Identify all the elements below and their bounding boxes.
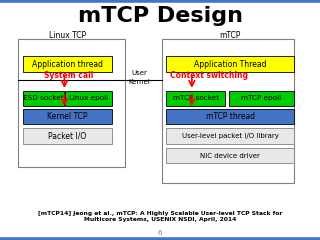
Text: User: User	[131, 71, 147, 77]
Bar	[228, 91, 294, 106]
Text: Kernel: Kernel	[128, 79, 150, 85]
Bar	[18, 39, 125, 167]
Text: User-level packet I/O library: User-level packet I/O library	[182, 133, 278, 139]
Bar	[65, 91, 112, 106]
Text: Linux TCP: Linux TCP	[49, 31, 86, 40]
Text: [mTCP14] Jeong et al., mTCP: A Highly Scalable User-level TCP Stack for
Multicor: [mTCP14] Jeong et al., mTCP: A Highly Sc…	[38, 211, 282, 222]
Text: Application Thread: Application Thread	[194, 60, 266, 69]
Text: 6: 6	[158, 230, 162, 236]
Text: Kernel TCP: Kernel TCP	[47, 112, 88, 121]
Text: Linux epoll: Linux epoll	[69, 95, 108, 101]
Bar	[166, 91, 225, 106]
Point	[16, 78, 20, 81]
Bar	[23, 128, 112, 144]
Bar	[23, 109, 112, 124]
Bar	[162, 39, 294, 183]
Text: mTCP epoll: mTCP epoll	[241, 95, 281, 101]
Text: mTCP thread: mTCP thread	[205, 112, 255, 121]
Bar	[166, 148, 294, 163]
Point	[160, 78, 164, 81]
Bar	[23, 91, 64, 106]
Text: System call: System call	[44, 71, 93, 80]
Bar	[166, 56, 294, 72]
Text: mTCP Design: mTCP Design	[77, 6, 243, 26]
Text: Packet I/O: Packet I/O	[48, 132, 87, 141]
Text: NIC device driver: NIC device driver	[200, 153, 260, 159]
Bar	[23, 56, 112, 72]
Text: Application thread: Application thread	[32, 60, 103, 69]
Text: mTCP: mTCP	[220, 31, 241, 40]
Text: ESD socket: ESD socket	[23, 95, 64, 101]
Bar	[166, 128, 294, 144]
Bar	[166, 109, 294, 124]
Text: mTCP socket: mTCP socket	[173, 95, 219, 101]
Text: Context switching: Context switching	[170, 71, 248, 80]
